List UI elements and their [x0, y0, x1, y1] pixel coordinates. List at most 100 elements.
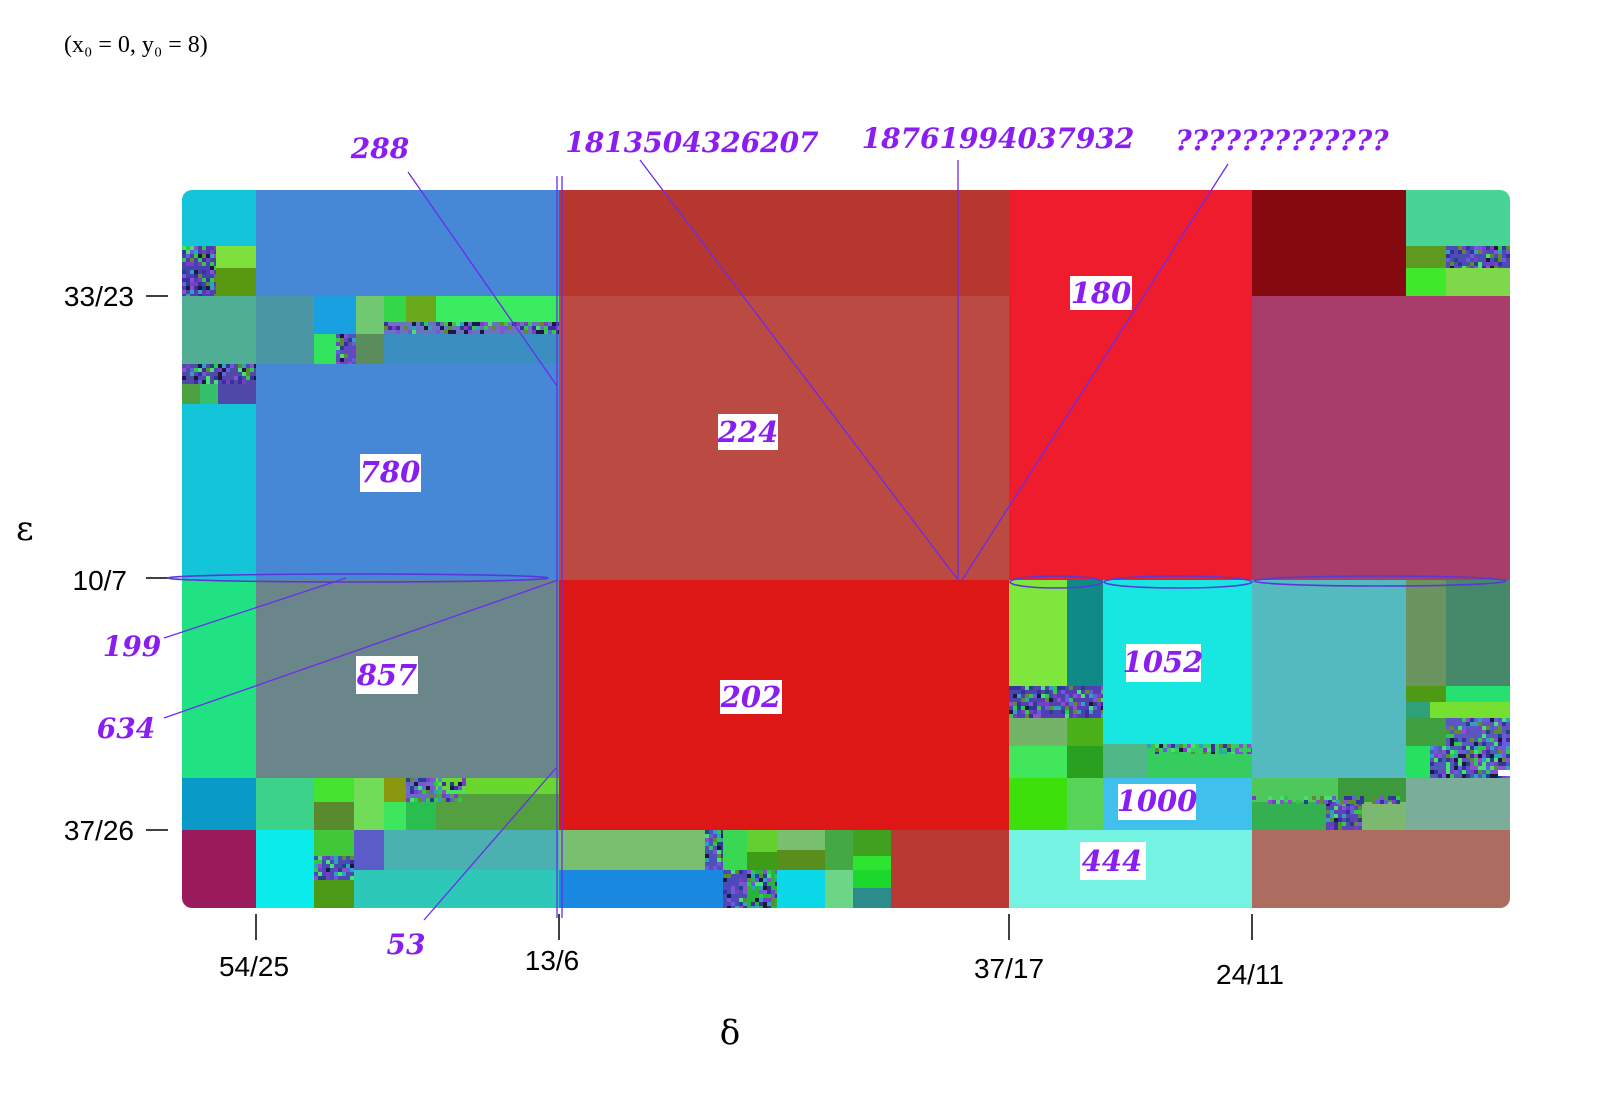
- noise-pixel: [1478, 758, 1482, 762]
- noise-pixel: [1280, 796, 1284, 800]
- noise-pixel: [412, 322, 416, 326]
- region-labels: 780 224 180 857 202 1052 1000 444: [356, 276, 1203, 880]
- noise-pixel: [218, 364, 222, 368]
- noise-pixel: [1268, 800, 1272, 804]
- noise-pixel: [454, 790, 458, 794]
- noise-pixel: [1073, 694, 1077, 698]
- noise-pixel: [1330, 814, 1334, 818]
- noise-pixel: [1470, 718, 1474, 722]
- leader-53: [423, 767, 557, 921]
- noise-pixel: [206, 282, 210, 286]
- noise-pixel: [1474, 766, 1478, 770]
- noise-pixel: [422, 782, 426, 786]
- noise-pixel: [1175, 752, 1179, 754]
- noise-pixel: [458, 782, 462, 786]
- noise-pixel: [1029, 714, 1033, 718]
- noise-pixel: [246, 368, 250, 372]
- noise-pixel: [1356, 800, 1360, 804]
- noise-pixel: [210, 368, 214, 372]
- noise-pixel: [1346, 810, 1350, 814]
- noise-pixel: [1462, 738, 1466, 742]
- noise-pixel: [1502, 718, 1506, 722]
- noise-pixel: [210, 286, 214, 290]
- noise-pixel: [767, 874, 771, 878]
- noise-pixel: [1482, 726, 1486, 730]
- annotations: 288 1813504326207 18761994037932 ???????…: [97, 122, 1389, 961]
- noise-pixel: [743, 882, 747, 886]
- noise-pixel: [314, 864, 318, 868]
- noise-pixel: [186, 364, 190, 368]
- noise-pixel: [318, 856, 322, 860]
- noise-pixel: [1017, 706, 1021, 710]
- noise-pixel: [1454, 766, 1458, 770]
- noise-pixel: [418, 786, 422, 790]
- noise-pixel: [1372, 796, 1376, 800]
- noise-pixel: [202, 364, 206, 368]
- noise-pixel: [771, 890, 775, 894]
- noise-pixel: [723, 890, 727, 894]
- noise-pixel: [1454, 742, 1458, 746]
- noise-pixel: [342, 856, 346, 860]
- noise-pixel: [1466, 246, 1470, 250]
- noise-pixel: [346, 864, 350, 868]
- noise-pixel: [1057, 686, 1061, 690]
- noise-pixel: [1025, 706, 1029, 710]
- noise-pixel: [436, 322, 440, 326]
- noise-pixel: [198, 274, 202, 278]
- noise-pixel: [480, 330, 484, 334]
- noise-pixel: [190, 290, 194, 294]
- noise-pixel: [1354, 810, 1358, 814]
- noise-pixel: [731, 890, 735, 894]
- noise-pixel: [214, 266, 216, 270]
- noise-pixel: [1396, 796, 1400, 800]
- noise-pixel: [709, 846, 713, 850]
- noise-pixel: [336, 346, 340, 350]
- noise-pixel: [426, 790, 430, 794]
- noise-pixel: [771, 898, 775, 902]
- noise-pixel: [1338, 822, 1342, 826]
- noise-pixel: [751, 882, 755, 886]
- noise-pixel: [1223, 744, 1227, 748]
- noise-pixel: [352, 358, 356, 362]
- noise-pixel: [1239, 752, 1243, 754]
- noise-pixel: [1502, 246, 1506, 250]
- noise-pixel: [460, 326, 464, 330]
- noise-pixel: [464, 326, 468, 330]
- region-label-444: 444: [1082, 844, 1143, 878]
- noise-pixel: [1037, 710, 1041, 714]
- noise-pixel: [1462, 730, 1466, 734]
- noise-pixel: [1340, 800, 1344, 804]
- noise-pixel: [1324, 796, 1328, 800]
- noise-pixel: [763, 882, 767, 886]
- noise-pixel: [446, 798, 450, 802]
- region-label-224: 224: [717, 415, 779, 449]
- noise-pixel: [1061, 710, 1065, 714]
- noise-pixel: [1474, 762, 1478, 766]
- noise-pixel: [759, 890, 763, 894]
- noise-pixel: [540, 330, 544, 334]
- noise-pixel: [418, 790, 422, 794]
- noise-pixel: [1494, 738, 1498, 742]
- noise-pixel: [246, 376, 250, 380]
- x-axis-label: δ: [720, 1013, 740, 1053]
- region-label-202: 202: [720, 680, 782, 714]
- noise-pixel: [460, 322, 464, 326]
- noise-pixel: [322, 876, 326, 880]
- noise-pixel: [1474, 774, 1478, 778]
- noise-pixel: [446, 790, 450, 794]
- noise-pixel: [1462, 746, 1466, 750]
- noise-pixel: [452, 322, 456, 326]
- noise-pixel: [1478, 750, 1482, 754]
- noise-pixel: [1211, 744, 1215, 748]
- noise-pixel: [1280, 800, 1284, 804]
- annotation-question-marks: ?????????????: [1175, 124, 1389, 157]
- noise-pixel: [182, 376, 186, 380]
- noise-pixel: [336, 342, 340, 346]
- noise-pixel: [1450, 266, 1454, 268]
- noise-pixel: [202, 286, 206, 290]
- noise-pixel: [350, 860, 354, 864]
- noise-pixel: [1478, 718, 1482, 722]
- noise-pixel: [1486, 750, 1490, 754]
- noise-pixel: [1506, 246, 1510, 250]
- noise-pixel: [1330, 818, 1334, 822]
